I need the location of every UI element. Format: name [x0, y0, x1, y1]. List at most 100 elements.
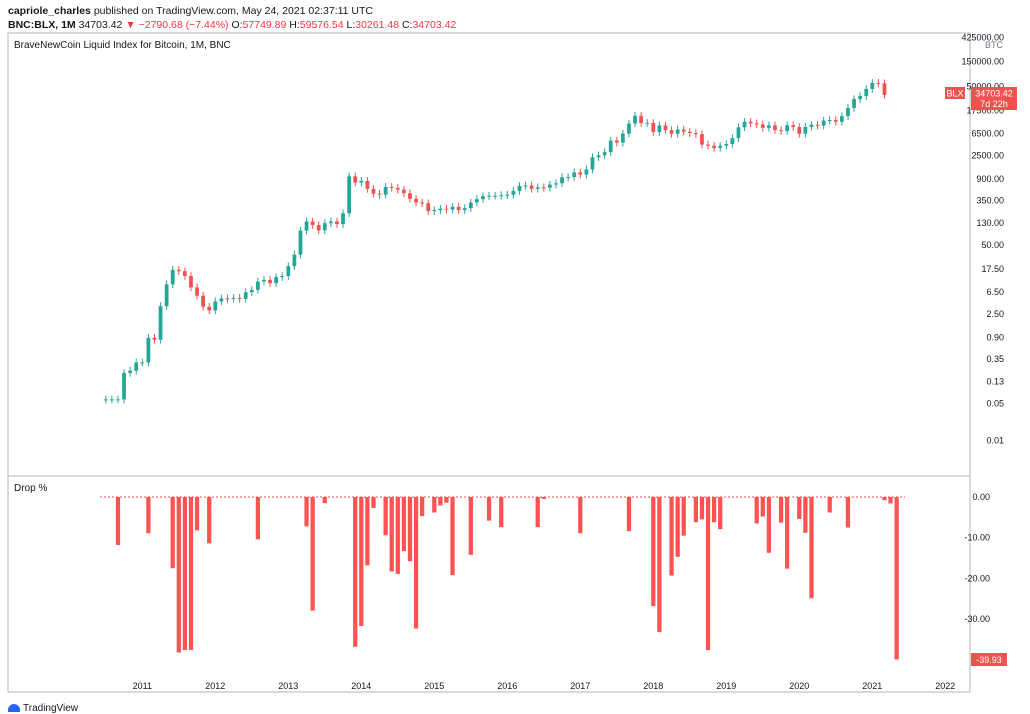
candle-body: [815, 124, 820, 126]
candle-body: [614, 140, 619, 143]
candle-body: [596, 155, 601, 158]
candle-body: [706, 144, 710, 146]
candle-body: [864, 88, 869, 97]
candle-body: [109, 399, 114, 401]
drop-pane-title: Drop %: [14, 483, 47, 494]
candle-body: [821, 120, 826, 126]
drop-bar: [718, 497, 723, 530]
candle-body: [730, 138, 735, 144]
price-axis[interactable]: 425000.00 150000.00 50000.00 17500.00 6500.0…: [961, 33, 1004, 446]
candle-body: [456, 206, 461, 211]
drop-bar: [371, 497, 376, 508]
candle-body: [505, 194, 510, 196]
candle-body: [195, 287, 199, 296]
candle-body: [274, 277, 279, 284]
candle-body: [791, 125, 796, 127]
drop-bar: [438, 497, 443, 506]
drop-bar: [468, 497, 473, 555]
drop-bar: [389, 497, 394, 572]
price-tick-label: 350.00: [976, 195, 1004, 205]
price-tick-label: 0.35: [986, 354, 1004, 364]
drop-bar: [444, 497, 449, 503]
price-tick-label: 6500.00: [971, 128, 1004, 138]
candle-body: [760, 124, 765, 128]
price-tick-label: 0.05: [986, 399, 1004, 409]
time-tick-label: 2018: [643, 681, 663, 691]
candle-body: [493, 195, 498, 197]
drop-bar: [785, 497, 790, 569]
candle-body: [280, 275, 285, 278]
drop-bar: [797, 497, 802, 519]
drop-bar: [651, 497, 656, 607]
last-price-tag: [971, 87, 1017, 110]
drop-bar: [407, 497, 413, 562]
candle-body: [298, 230, 303, 255]
candle-body: [158, 306, 163, 340]
price-tick-label: 17500.00: [966, 106, 1004, 116]
price-tick-label: 50000.00: [966, 82, 1004, 92]
candle-body: [547, 184, 552, 188]
author-name[interactable]: capriole_charles: [8, 5, 91, 17]
drop-bar-series: [115, 497, 899, 660]
symbol-label: BNC:BLX, 1M: [8, 19, 76, 31]
candle-body: [481, 196, 485, 200]
price-unit-label: BTC: [985, 40, 1004, 50]
drop-bar: [766, 497, 772, 553]
candle-body: [201, 295, 206, 307]
candle-body: [255, 281, 260, 290]
candle-body: [164, 284, 169, 307]
candle-body: [773, 125, 777, 131]
candle-body: [377, 193, 382, 195]
candle-body: [639, 115, 644, 124]
candle-body: [328, 221, 333, 224]
tradingview-logo-icon: [8, 704, 20, 713]
candle-body: [517, 185, 522, 191]
candle-body: [839, 116, 844, 122]
time-tick-label: 2011: [133, 681, 152, 691]
candle-body: [116, 399, 120, 401]
price-change: ▼ −2790.68 (−7.44%): [125, 19, 229, 31]
candle-body: [225, 298, 230, 300]
candle-body: [620, 133, 625, 143]
last-price-tag-countdown: 7d 22h: [980, 99, 1008, 109]
drop-bar: [486, 497, 492, 521]
time-axis[interactable]: 2011 2012 2013 2014 2015 2016 2017 2018 2019 2020…: [133, 681, 956, 691]
candle-body: [389, 186, 394, 188]
high-label: H:: [289, 19, 300, 31]
last-price-tag-price: 34703.42: [975, 89, 1013, 99]
time-tick-label: 2015: [424, 681, 444, 691]
price-tick-label: 0.01: [986, 436, 1004, 446]
candle-body: [724, 143, 729, 146]
candle-body: [462, 208, 467, 211]
last-drop-marker: -39.93: [971, 653, 1007, 666]
footer-brand: TradingView: [23, 703, 79, 714]
candle-body: [718, 145, 723, 148]
drop-bar: [894, 497, 899, 660]
candle-body: [140, 362, 145, 364]
candle-body: [554, 183, 558, 185]
candle-body: [347, 176, 352, 214]
candle-body: [170, 269, 175, 285]
time-tick-label: 2021: [862, 681, 882, 691]
candle-body: [590, 157, 595, 170]
candle-body: [566, 177, 571, 179]
candle-body: [602, 152, 607, 156]
price-tick-label: 0.90: [986, 332, 1004, 342]
candle-body: [578, 172, 583, 175]
candle-body: [511, 190, 516, 195]
candle-body: [645, 122, 650, 124]
drop-bar: [401, 497, 407, 552]
candle-body: [122, 372, 126, 400]
price-tick-label: 425000.00: [961, 33, 1004, 43]
candle-body: [408, 193, 412, 199]
open-value: 57749.89: [242, 19, 287, 31]
candle-body: [189, 275, 193, 288]
candle-body: [359, 180, 364, 183]
candle-body: [268, 279, 272, 284]
price-tick-label: 6.50: [986, 287, 1004, 297]
drop-axis[interactable]: 0.00 -10.00 -20.00 -30.00: [964, 492, 990, 624]
candle-body: [322, 223, 327, 231]
candle-body: [858, 96, 863, 100]
drop-tick-label: 0.00: [972, 492, 990, 502]
